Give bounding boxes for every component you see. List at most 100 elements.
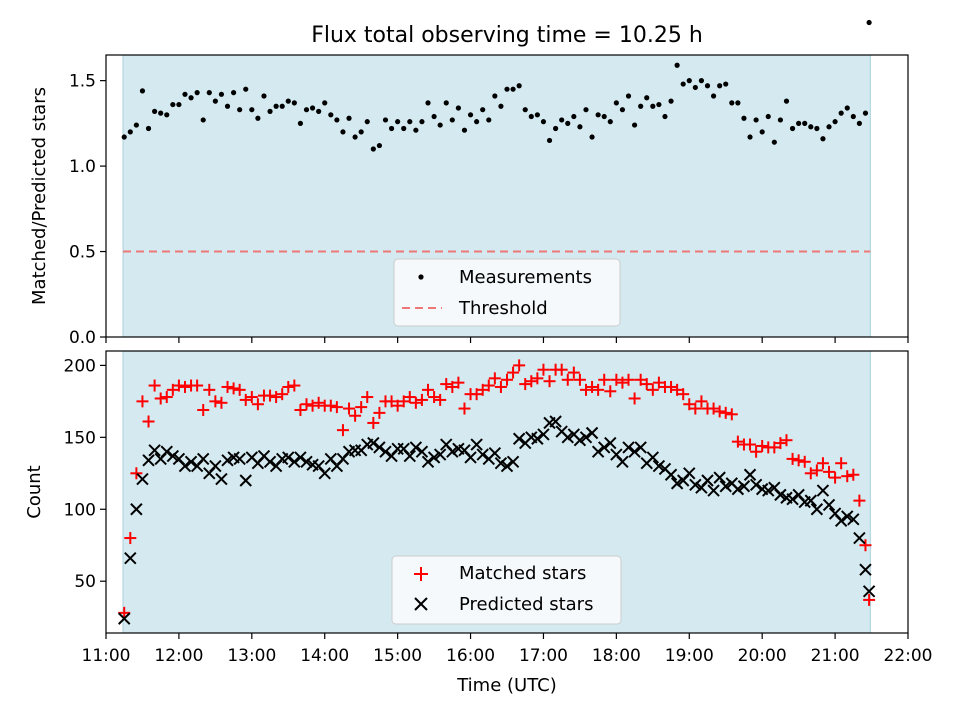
- matched-point: [197, 403, 210, 416]
- y-tick-label: 150: [64, 428, 96, 448]
- matched-point: [330, 401, 343, 414]
- matched-point: [707, 402, 720, 415]
- matched-point: [434, 393, 447, 406]
- matched-point: [634, 373, 647, 386]
- matched-point: [646, 383, 659, 396]
- x-tick-label: 21:00: [811, 646, 860, 666]
- measurement-point: [243, 86, 249, 92]
- predicted-point: [701, 474, 714, 487]
- measurement-point: [230, 90, 237, 96]
- predicted-point: [749, 478, 763, 492]
- predicted-point: [707, 484, 720, 497]
- matched-point: [671, 383, 684, 396]
- predicted-point: [464, 451, 477, 464]
- measurement-point: [638, 103, 644, 109]
- predicted-point: [743, 468, 757, 481]
- matched-point: [458, 402, 471, 415]
- predicted-point: [215, 472, 228, 486]
- measurement-point: [729, 100, 735, 106]
- matched-point: [859, 539, 872, 552]
- measurement-point: [401, 125, 407, 132]
- matched-point: [172, 379, 185, 392]
- matched-point: [719, 406, 732, 419]
- predicted-point: [762, 484, 775, 497]
- y-tick-label: 0.0: [69, 328, 96, 348]
- x-tick-label: 14:00: [300, 646, 349, 666]
- matched-point: [725, 408, 738, 421]
- predicted-point: [616, 455, 629, 468]
- measurement-point: [170, 101, 176, 108]
- measurement-point: [589, 134, 595, 140]
- matched-point: [324, 399, 337, 412]
- x-tick-label: 19:00: [665, 646, 714, 666]
- measurement-point: [443, 100, 449, 106]
- measurement-point: [480, 107, 486, 113]
- bottom-ylabel: Count: [24, 465, 45, 518]
- matched-point: [841, 470, 854, 483]
- matched-point: [744, 438, 757, 451]
- predicted-point: [628, 445, 641, 458]
- measurement-point: [467, 112, 474, 118]
- predicted-point: [470, 438, 483, 451]
- predicted-point: [853, 531, 866, 545]
- measurement-point: [249, 107, 255, 113]
- matched-point: [507, 366, 520, 379]
- measurement-point: [158, 110, 164, 116]
- predicted-point: [634, 441, 647, 454]
- predicted-point: [427, 451, 441, 464]
- matched-point: [598, 373, 611, 386]
- measurement-point: [771, 139, 777, 145]
- measurement-point: [595, 112, 601, 118]
- measurement-point: [796, 120, 802, 126]
- measurement-point: [540, 119, 547, 125]
- measurement-point: [662, 113, 668, 120]
- measurement-point: [334, 117, 340, 123]
- matched-point: [136, 395, 149, 408]
- predicted-point: [263, 455, 277, 468]
- predicted-point: [816, 484, 830, 497]
- matched-point: [683, 398, 696, 411]
- measurement-point: [625, 93, 632, 99]
- measurement-point: [376, 142, 383, 149]
- measurement-point: [297, 120, 304, 126]
- measurement-point: [346, 115, 352, 121]
- measurement-point: [644, 95, 650, 101]
- matched-point: [227, 382, 240, 395]
- predicted-point: [142, 454, 155, 467]
- matched-point: [610, 373, 623, 386]
- matched-point: [713, 405, 726, 418]
- predicted-point: [446, 445, 459, 458]
- measurement-point: [382, 117, 389, 123]
- measurement-point: [553, 125, 559, 132]
- matched-point: [288, 379, 301, 392]
- measurement-point: [176, 101, 182, 108]
- predicted-point: [598, 441, 611, 454]
- predicted-point: [646, 451, 660, 464]
- predicted-point: [737, 480, 751, 493]
- y-tick-label: 1.5: [69, 72, 96, 92]
- measurement-point: [237, 107, 243, 113]
- measurement-point: [613, 100, 619, 106]
- x-tick-label: 20:00: [738, 646, 787, 666]
- x-tick-label: 11:00: [82, 646, 131, 666]
- measurement-point: [164, 112, 170, 118]
- matched-point: [494, 380, 507, 393]
- matched-point: [373, 406, 386, 419]
- predicted-point: [531, 432, 544, 445]
- measurement-point: [510, 86, 516, 92]
- predicted-point: [415, 445, 429, 458]
- measurement-point: [674, 62, 680, 68]
- predicted-point: [573, 433, 587, 447]
- legend-matched-label: Matched stars: [459, 563, 586, 584]
- matched-point: [124, 532, 137, 545]
- matched-point: [567, 366, 580, 379]
- matched-point: [415, 393, 428, 406]
- measurement-point: [431, 113, 437, 120]
- predicted-point: [834, 514, 848, 527]
- measurement-point: [127, 129, 133, 135]
- measurement-point: [437, 122, 443, 128]
- predicted-point: [579, 431, 593, 444]
- measurement-point: [291, 100, 297, 106]
- predicted-point: [500, 459, 514, 473]
- measurement-point: [455, 105, 461, 111]
